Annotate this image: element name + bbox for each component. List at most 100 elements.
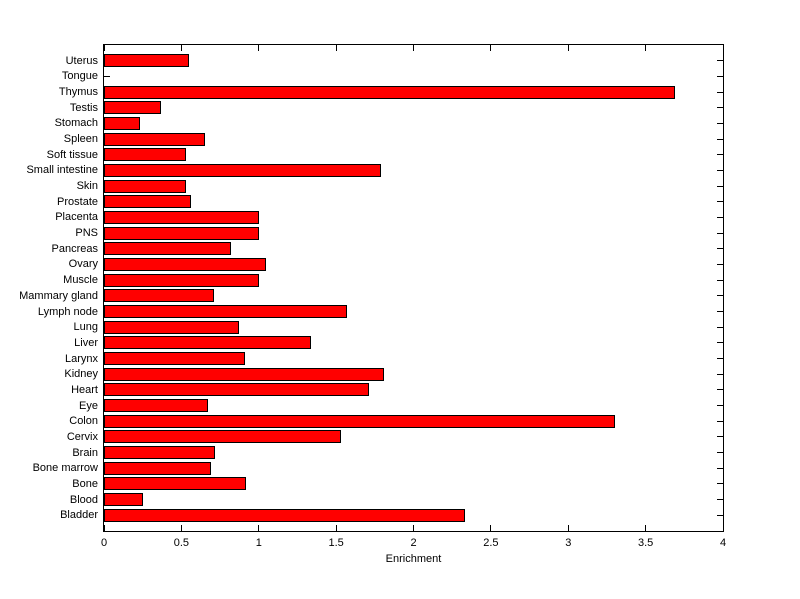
bar-spleen <box>104 132 205 146</box>
x-tick-label: 4 <box>719 537 727 549</box>
y-tick-mark-right <box>717 185 723 187</box>
y-tick-mark-right <box>717 232 723 234</box>
x-tick-mark-top <box>490 45 492 51</box>
bar-small-intestine <box>104 163 381 177</box>
y-tick-mark-right <box>717 216 723 218</box>
y-tick-label: Colon <box>69 415 98 428</box>
x-tick-mark-top <box>258 45 260 51</box>
y-tick-mark-right <box>717 107 723 109</box>
y-tick-label: Muscle <box>63 274 98 287</box>
y-tick-label: Blood <box>69 493 98 506</box>
bar-liver <box>104 336 312 350</box>
x-tick-mark-bottom <box>103 525 105 531</box>
x-tick-mark-bottom <box>258 525 260 531</box>
y-tick-label: Lung <box>73 321 98 334</box>
bar-placenta <box>104 210 259 224</box>
y-tick-mark-right <box>717 169 723 171</box>
bar-ovary <box>104 257 267 271</box>
y-tick-mark-right <box>717 467 723 469</box>
y-tick-mark-left <box>104 75 110 77</box>
x-tick-label: 0 <box>100 537 108 549</box>
bar-uterus <box>104 54 190 68</box>
bar-muscle <box>104 273 259 287</box>
bar-soft-tissue <box>104 148 187 162</box>
y-axis-tick-labels: Uterus Tongue Thymus Testis Stomach Spleen Sof… <box>0 45 98 531</box>
bar-stomach <box>104 116 140 130</box>
bar-skin <box>104 179 187 193</box>
y-tick-mark-right <box>717 436 723 438</box>
bar-blood <box>104 493 143 507</box>
x-axis-tick-labels: 0 0.5 1 1.5 2 2.5 3 3.5 4 <box>100 537 727 551</box>
x-tick-mark-bottom <box>335 525 337 531</box>
y-tick-label: Lymph node <box>37 305 98 318</box>
y-tick-label: Thymus <box>58 86 98 99</box>
x-tick-label: 2.5 <box>483 537 499 549</box>
y-tick-mark-right <box>717 122 723 124</box>
y-tick-label: Stomach <box>54 117 98 130</box>
y-tick-label: Testis <box>69 101 98 114</box>
bar-kidney <box>104 367 385 381</box>
bar-testis <box>104 101 162 115</box>
y-tick-mark-right <box>717 483 723 485</box>
bar-thymus <box>104 85 676 99</box>
x-tick-mark-top <box>567 45 569 51</box>
y-tick-mark-right <box>717 248 723 250</box>
x-axis-title: Enrichment <box>385 553 442 565</box>
y-tick-mark-right <box>717 75 723 77</box>
x-tick-mark-bottom <box>413 525 414 531</box>
y-tick-label: Ovary <box>68 258 98 271</box>
y-tick-mark-right <box>717 358 723 360</box>
y-tick-label: Brain <box>72 446 98 459</box>
x-tick-label: 3 <box>565 537 572 549</box>
bar-bladder <box>104 508 465 522</box>
y-tick-label: Eye <box>79 399 98 412</box>
y-tick-label: Pancreas <box>51 242 98 255</box>
y-tick-label: Soft tissue <box>46 148 98 161</box>
bar-prostate <box>104 195 191 209</box>
x-tick-label: 2 <box>410 537 417 549</box>
plot-area <box>103 44 724 532</box>
y-tick-label: Spleen <box>63 133 98 146</box>
x-tick-mark-bottom <box>722 525 724 531</box>
bar-bone-marrow <box>104 461 211 475</box>
y-tick-mark-right <box>717 279 723 281</box>
y-tick-label: Small intestine <box>26 164 98 177</box>
y-tick-mark-right <box>717 389 723 391</box>
y-tick-mark-right <box>717 499 723 501</box>
y-tick-label: Kidney <box>64 368 98 381</box>
y-tick-mark-right <box>717 405 723 407</box>
x-tick-mark-top <box>335 45 337 51</box>
x-tick-mark-bottom <box>645 525 647 531</box>
x-tick-mark-bottom <box>490 525 492 531</box>
x-tick-mark-top <box>722 45 724 51</box>
y-tick-mark-right <box>717 295 723 297</box>
x-tick-mark-top <box>180 45 182 51</box>
x-tick-mark-bottom <box>180 525 182 531</box>
x-tick-label: 0.5 <box>173 537 190 549</box>
bar-pancreas <box>104 242 231 256</box>
y-tick-mark-right <box>717 138 723 140</box>
y-tick-label: PNS <box>75 227 98 240</box>
y-tick-label: Cervix <box>66 430 98 443</box>
y-tick-label: Bone <box>72 477 98 490</box>
y-tick-label: Heart <box>71 383 98 396</box>
y-tick-mark-right <box>717 311 723 313</box>
y-tick-label: Larynx <box>64 352 98 365</box>
y-tick-mark-right <box>717 326 723 328</box>
y-tick-mark-right <box>717 420 723 422</box>
y-tick-label: Mammary gland <box>19 289 98 302</box>
bar-lymph-node <box>104 305 347 319</box>
y-tick-mark-right <box>717 91 723 93</box>
y-tick-label: Placenta <box>55 211 98 224</box>
x-tick-mark-top <box>413 45 414 51</box>
bar-bone <box>104 477 247 491</box>
y-tick-mark-right <box>717 452 723 454</box>
y-tick-label: Skin <box>76 180 98 193</box>
y-tick-label: Tongue <box>61 70 98 83</box>
bar-brain <box>104 446 216 460</box>
x-tick-label: 3.5 <box>637 537 654 549</box>
y-tick-label: Liver <box>74 336 98 349</box>
bar-larynx <box>104 352 245 366</box>
y-tick-mark-right <box>717 514 723 516</box>
